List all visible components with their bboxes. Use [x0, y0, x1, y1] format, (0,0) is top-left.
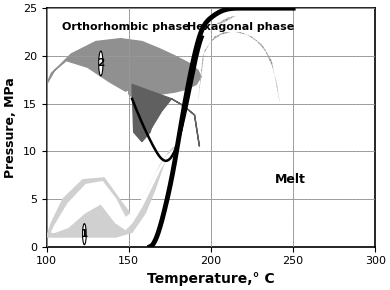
Polygon shape — [211, 16, 244, 27]
Circle shape — [99, 51, 103, 76]
Polygon shape — [51, 151, 173, 232]
Text: Orthorhombic phase: Orthorhombic phase — [62, 22, 189, 32]
Text: Melt: Melt — [275, 173, 305, 186]
Polygon shape — [46, 146, 176, 237]
Y-axis label: Pressure, MPa: Pressure, MPa — [4, 77, 17, 178]
Polygon shape — [46, 39, 201, 97]
Text: 1: 1 — [81, 229, 88, 239]
Polygon shape — [198, 32, 280, 104]
Text: Hexagonal phase: Hexagonal phase — [187, 22, 294, 32]
Polygon shape — [132, 84, 199, 146]
Circle shape — [83, 224, 86, 245]
X-axis label: Temperature,° C: Temperature,° C — [147, 272, 275, 286]
Text: 2: 2 — [97, 59, 105, 68]
